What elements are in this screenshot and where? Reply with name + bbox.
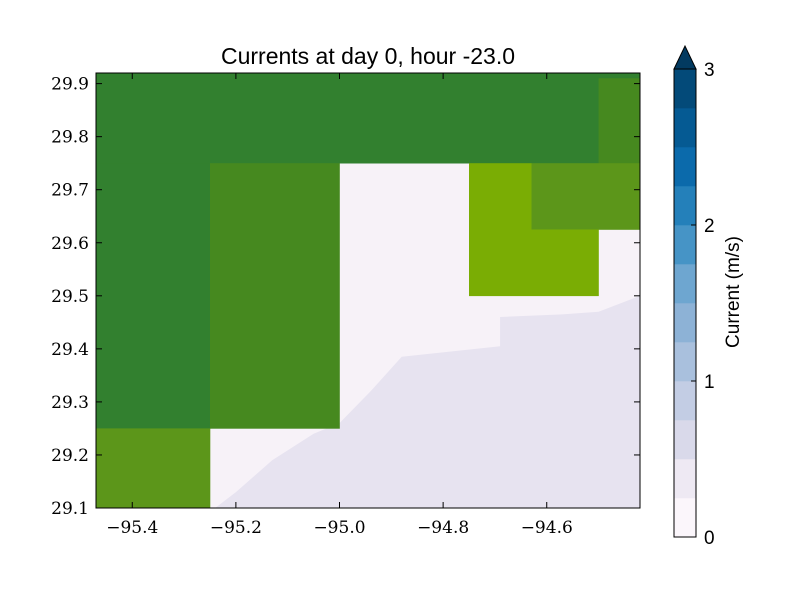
x-tick-label: −94.6 bbox=[521, 518, 573, 538]
colorbar-level bbox=[674, 69, 696, 109]
colorbar-frame bbox=[673, 68, 697, 538]
y-tick-label: 29.4 bbox=[51, 340, 89, 360]
colorbar-level bbox=[674, 381, 696, 421]
colorbar-level bbox=[674, 420, 696, 460]
x-tick-label: −95.4 bbox=[106, 518, 158, 538]
y-tick-label: 29.7 bbox=[51, 181, 89, 201]
y-tick-label: 29.8 bbox=[51, 128, 89, 148]
heatmap-cell-1 bbox=[96, 163, 211, 429]
colorbar-level bbox=[674, 264, 696, 304]
chart-title: Currents at day 0, hour -23.0 bbox=[221, 43, 515, 69]
y-axis: 29.1 29.2 29.3 29.4 29.5 29.6 29.7 29.8 29.9 bbox=[51, 75, 640, 519]
colorbar-tick-label: 0 bbox=[704, 528, 715, 549]
y-tick-label: 29.6 bbox=[51, 234, 89, 254]
colorbar-level bbox=[674, 186, 696, 226]
plot-frame bbox=[95, 72, 641, 509]
land-region bbox=[215, 295, 640, 508]
heatmap-cell-7 bbox=[469, 229, 599, 297]
y-tick-label: 29.5 bbox=[51, 287, 89, 307]
colorbar-label: Current (m/s) bbox=[723, 236, 744, 348]
heatmap-cell-6 bbox=[469, 163, 532, 230]
y-tick-label: 29.2 bbox=[51, 446, 89, 466]
heatmap-cell-0 bbox=[96, 73, 641, 164]
colorbar-level bbox=[674, 342, 696, 382]
x-axis: −95.4 −95.2 −95.0 −94.8 −94.6 bbox=[106, 73, 573, 538]
colorbar-tick-label: 3 bbox=[704, 60, 715, 81]
colorbar: Current (m/s) 0 1 2 3 bbox=[673, 44, 744, 549]
heatmap-cell-2 bbox=[598, 78, 641, 164]
colorbar-level bbox=[674, 147, 696, 187]
plot-area bbox=[95, 72, 641, 509]
x-tick-label: −95.0 bbox=[313, 518, 365, 538]
colorbar-tick-label: 2 bbox=[704, 216, 715, 237]
y-tick-label: 29.9 bbox=[51, 75, 89, 95]
x-tick-label: −94.8 bbox=[417, 518, 469, 538]
heatmap-cell-4 bbox=[96, 428, 211, 509]
heatmap-cell-5 bbox=[531, 163, 641, 230]
colorbar-level bbox=[674, 108, 696, 148]
colorbar-level bbox=[674, 498, 696, 538]
y-tick-label: 29.3 bbox=[51, 393, 89, 413]
y-tick-label: 29.1 bbox=[51, 499, 89, 519]
x-tick-label: −95.2 bbox=[210, 518, 262, 538]
colorbar-level bbox=[674, 303, 696, 343]
colorbar-tick-label: 1 bbox=[704, 372, 715, 393]
colorbar-level bbox=[674, 225, 696, 265]
heatmap-cell-3 bbox=[210, 163, 340, 429]
colorbar-level bbox=[674, 459, 696, 499]
